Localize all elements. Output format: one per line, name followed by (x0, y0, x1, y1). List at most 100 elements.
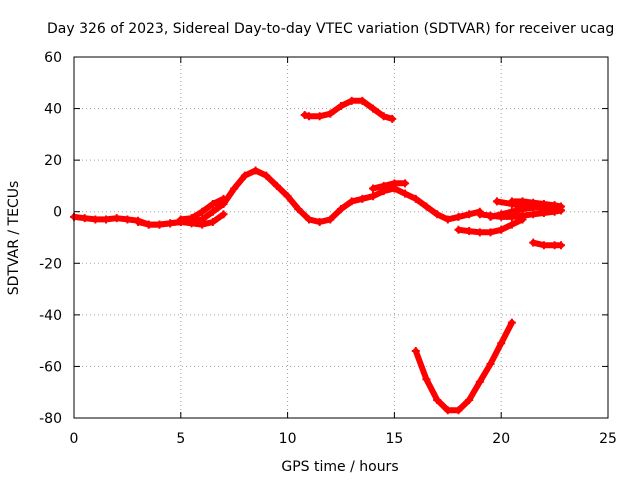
data-point (219, 194, 228, 203)
data-point (443, 406, 452, 415)
data-point (272, 181, 281, 190)
series-line (412, 319, 515, 414)
chart-title: Day 326 of 2023, Sidereal Day-to-day VTE… (47, 21, 614, 37)
data-series-layer (70, 96, 566, 415)
data-point (347, 197, 356, 206)
data-point (208, 218, 217, 227)
x-tick-label: 15 (385, 431, 403, 447)
data-point (144, 220, 153, 229)
data-point (294, 205, 303, 214)
data-point (240, 171, 249, 180)
y-tick-label: -60 (39, 359, 62, 375)
data-point (283, 192, 292, 201)
data-point (304, 215, 313, 224)
data-point (475, 228, 484, 237)
series-arc-high (300, 96, 397, 123)
x-tick-label: 10 (279, 431, 297, 447)
data-point (369, 184, 378, 193)
y-tick-label: 40 (44, 102, 62, 118)
series-arc-main (70, 166, 484, 229)
data-point (497, 225, 506, 234)
data-point (539, 209, 548, 218)
data-point (475, 377, 484, 386)
data-point (315, 218, 324, 227)
data-point (198, 207, 207, 216)
y-tick-label: -20 (39, 256, 62, 272)
x-tick-label: 25 (599, 431, 617, 447)
data-point (388, 114, 397, 123)
x-tick-label: 0 (70, 431, 79, 447)
data-point (454, 212, 463, 221)
data-point (492, 197, 501, 206)
plot-frame (73, 56, 609, 419)
data-point (486, 211, 495, 220)
data-point (507, 318, 516, 327)
x-tick-label: 5 (176, 431, 185, 447)
data-point (475, 210, 484, 219)
series-arc-right-d (507, 197, 566, 211)
y-tick-label: 60 (44, 50, 62, 66)
series-line (301, 97, 396, 122)
data-point (112, 214, 121, 223)
data-point (486, 359, 495, 368)
data-point (102, 215, 111, 224)
data-point (401, 179, 410, 188)
data-point (411, 346, 420, 355)
data-point (123, 215, 132, 224)
data-point (518, 197, 527, 206)
series-arc-right-low (454, 215, 527, 237)
data-point (326, 215, 335, 224)
data-point (443, 215, 452, 224)
series-arc-upper-left (176, 194, 228, 224)
data-point (497, 339, 506, 348)
data-point (465, 395, 474, 404)
x-tick-label: 20 (492, 431, 510, 447)
data-point (539, 199, 548, 208)
data-point (251, 166, 260, 175)
data-point (208, 199, 217, 208)
data-point (315, 112, 324, 121)
data-point (454, 225, 463, 234)
x-axis-label: GPS time / hours (281, 459, 398, 475)
data-point (304, 112, 313, 121)
data-point (411, 194, 420, 203)
data-point (369, 192, 378, 201)
data-point (347, 96, 356, 105)
data-point (529, 210, 538, 219)
data-point (91, 215, 100, 224)
data-point (379, 112, 388, 121)
data-point (465, 227, 474, 236)
series-line (71, 167, 483, 228)
data-point (369, 104, 378, 113)
data-point (358, 194, 367, 203)
data-point (507, 220, 516, 229)
data-point (187, 214, 196, 223)
data-point (166, 219, 175, 228)
data-point (326, 109, 335, 118)
data-point (433, 395, 442, 404)
series-line (370, 180, 409, 192)
data-point (80, 214, 89, 223)
data-point (497, 212, 506, 221)
data-point (300, 111, 309, 120)
data-point (539, 241, 548, 250)
data-point (262, 171, 271, 180)
data-point (337, 205, 345, 214)
data-point (422, 375, 431, 384)
y-tick-label: 0 (53, 205, 62, 221)
y-axis-ticks: -80 -60 -40 -20 0 20 40 60 (39, 50, 608, 427)
data-point (465, 210, 474, 219)
data-point (219, 210, 228, 219)
series-arc-u (411, 318, 516, 415)
data-point (433, 210, 442, 219)
y-tick-label: 20 (44, 153, 62, 169)
y-tick-label: -40 (39, 308, 62, 324)
data-point (529, 238, 538, 247)
data-point (198, 220, 207, 229)
data-point (379, 181, 388, 190)
data-point (518, 211, 527, 220)
data-point (337, 101, 345, 110)
x-axis-ticks: 0 5 10 15 20 25 (70, 57, 617, 447)
data-point (507, 197, 516, 206)
